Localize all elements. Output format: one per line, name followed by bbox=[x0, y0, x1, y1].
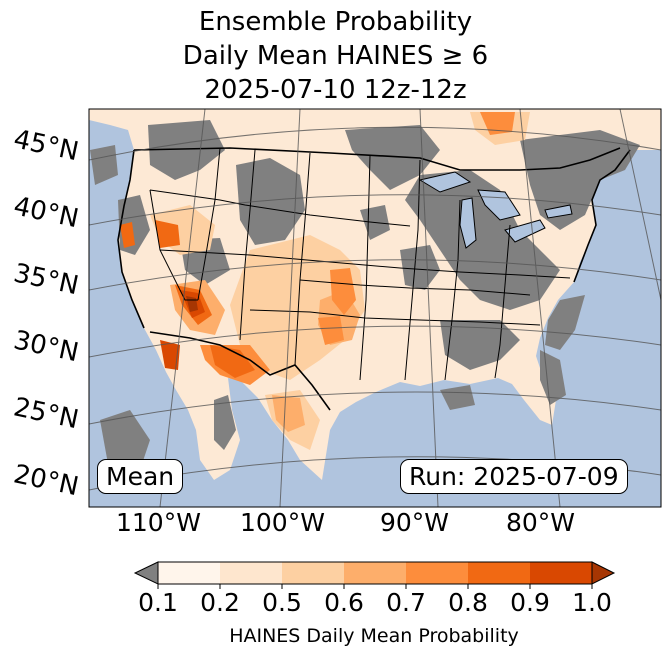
title-line-2: Daily Mean HAINES ≥ 6 bbox=[182, 41, 489, 71]
lon-label-80: 80°W bbox=[506, 508, 576, 537]
colorbar-under-arrow bbox=[133, 561, 159, 585]
colorbar-tick-label: 0.2 bbox=[200, 588, 240, 617]
map-frame bbox=[88, 108, 662, 508]
colorbar-segment bbox=[530, 562, 593, 584]
colorbar-over-arrow bbox=[591, 561, 616, 585]
colorbar-tick-label: 0.8 bbox=[448, 588, 488, 617]
colorbar-tick-label: 0.6 bbox=[324, 588, 364, 617]
colorbar-segment bbox=[468, 562, 531, 584]
colorbar-tick-label: 0.7 bbox=[386, 588, 426, 617]
colorbar-tick-label: 0.9 bbox=[510, 588, 550, 617]
lon-label-110: 110°W bbox=[116, 508, 201, 537]
colorbar-segment bbox=[344, 562, 407, 584]
colorbar-segment bbox=[406, 562, 469, 584]
colorbar-outline bbox=[157, 561, 593, 585]
title-line-3: 2025-07-10 12z-12z bbox=[204, 75, 467, 105]
lon-label-100: 100°W bbox=[240, 508, 325, 537]
colorbar-segments bbox=[158, 562, 593, 584]
great-lakes bbox=[418, 171, 573, 249]
map-panel bbox=[89, 109, 661, 507]
title-line-1: Ensemble Probability bbox=[198, 7, 473, 37]
colorbar-segment bbox=[220, 562, 283, 584]
colorbar-ticks bbox=[157, 584, 593, 589]
colorbar-segment bbox=[158, 562, 221, 584]
colorbar bbox=[133, 561, 616, 589]
colorbar-segment bbox=[282, 562, 345, 584]
land-base bbox=[89, 109, 661, 480]
lon-label-90: 90°W bbox=[380, 508, 450, 537]
country-borders bbox=[117, 147, 631, 411]
statistic-box: Mean bbox=[97, 459, 184, 494]
colorbar-tick-label: 1.0 bbox=[572, 588, 612, 617]
run-date-box: Run: 2025-07-09 bbox=[400, 459, 628, 494]
colorbar-tick-label: 0.5 bbox=[262, 588, 302, 617]
colorbar-label: HAINES Daily Mean Probability bbox=[229, 625, 519, 647]
state-borders bbox=[149, 147, 571, 381]
colorbar-tick-label: 0.1 bbox=[138, 588, 178, 617]
